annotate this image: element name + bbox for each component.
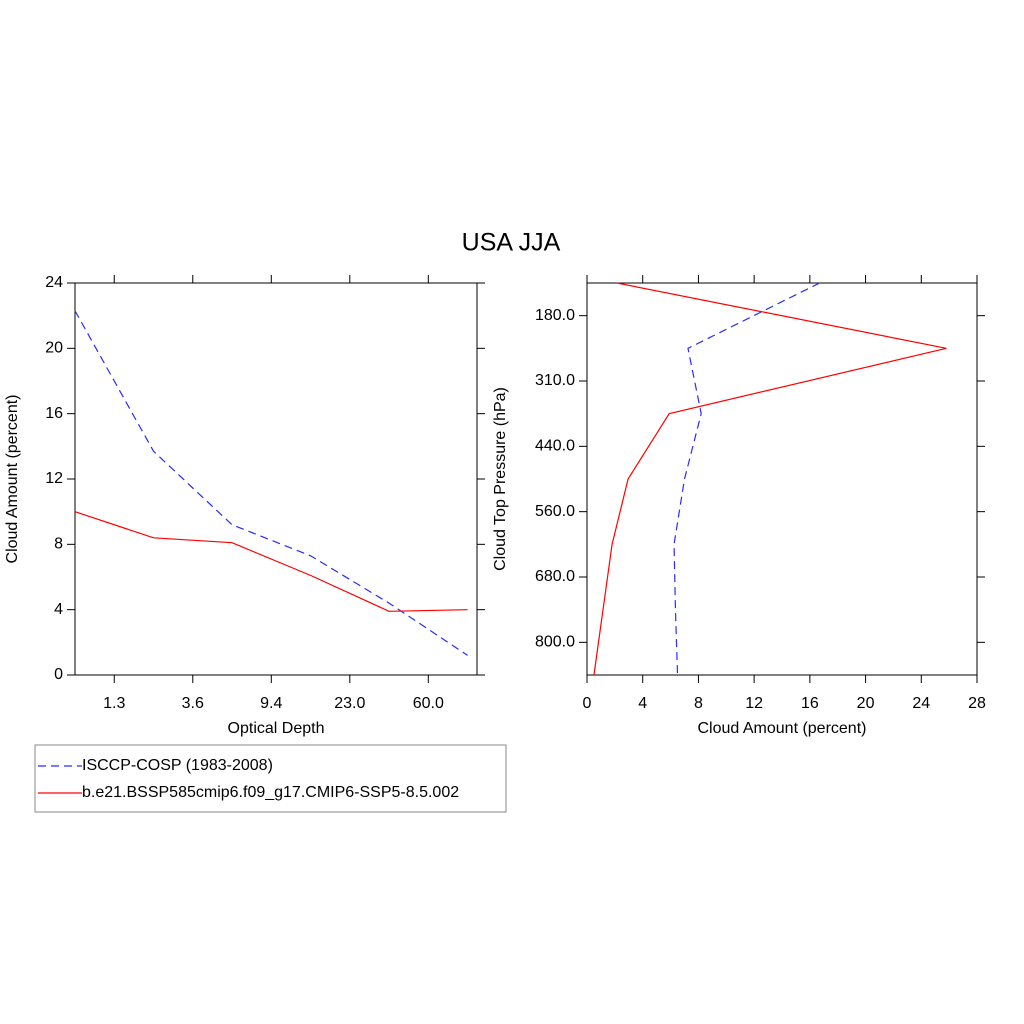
- y-tick-label: 180.0: [535, 307, 575, 324]
- x-axis-label: Cloud Amount (percent): [698, 720, 867, 737]
- x-tick-label: 28: [968, 695, 986, 712]
- y-tick-label: 24: [45, 274, 63, 291]
- series-line: [74, 511, 468, 612]
- y-tick-label: 4: [54, 601, 63, 618]
- x-tick-label: 4: [638, 695, 647, 712]
- y-tick-label: 0: [54, 666, 63, 683]
- legend-label: b.e21.BSSP585cmip6.f09_g17.CMIP6-SSP5-8.…: [82, 784, 459, 801]
- plot-frame: [74, 282, 478, 676]
- x-tick-label: 9.4: [260, 695, 282, 712]
- x-axis-label: Optical Depth: [228, 720, 325, 737]
- y-tick-label: 680.0: [535, 568, 575, 585]
- y-axis-label: Cloud Top Pressure (hPa): [492, 387, 509, 571]
- x-tick-label: 12: [745, 695, 763, 712]
- y-tick-label: 800.0: [535, 634, 575, 651]
- series-line: [74, 310, 468, 656]
- y-tick-label: 20: [45, 340, 63, 357]
- y-axis-label: Cloud Amount (percent): [4, 395, 21, 564]
- legend-box: [34, 744, 507, 813]
- series-line: [673, 282, 820, 676]
- x-tick-label: 60.0: [413, 695, 444, 712]
- x-tick-label: 1.3: [103, 695, 125, 712]
- y-tick-label: 16: [45, 405, 63, 422]
- x-tick-label: 16: [801, 695, 819, 712]
- x-tick-label: 23.0: [334, 695, 365, 712]
- y-tick-label: 8: [54, 536, 63, 553]
- legend-label: ISCCP-COSP (1983-2008): [82, 757, 273, 774]
- x-tick-label: 20: [857, 695, 875, 712]
- x-tick-label: 3.6: [182, 695, 204, 712]
- figure-title: USA JJA: [462, 229, 561, 257]
- y-tick-label: 560.0: [535, 503, 575, 520]
- x-tick-label: 0: [583, 695, 592, 712]
- x-tick-label: 24: [912, 695, 930, 712]
- x-tick-label: 8: [694, 695, 703, 712]
- series-line: [593, 282, 947, 676]
- y-tick-label: 440.0: [535, 438, 575, 455]
- y-tick-label: 310.0: [535, 372, 575, 389]
- y-tick-label: 12: [45, 470, 63, 487]
- plot-frame: [586, 282, 978, 676]
